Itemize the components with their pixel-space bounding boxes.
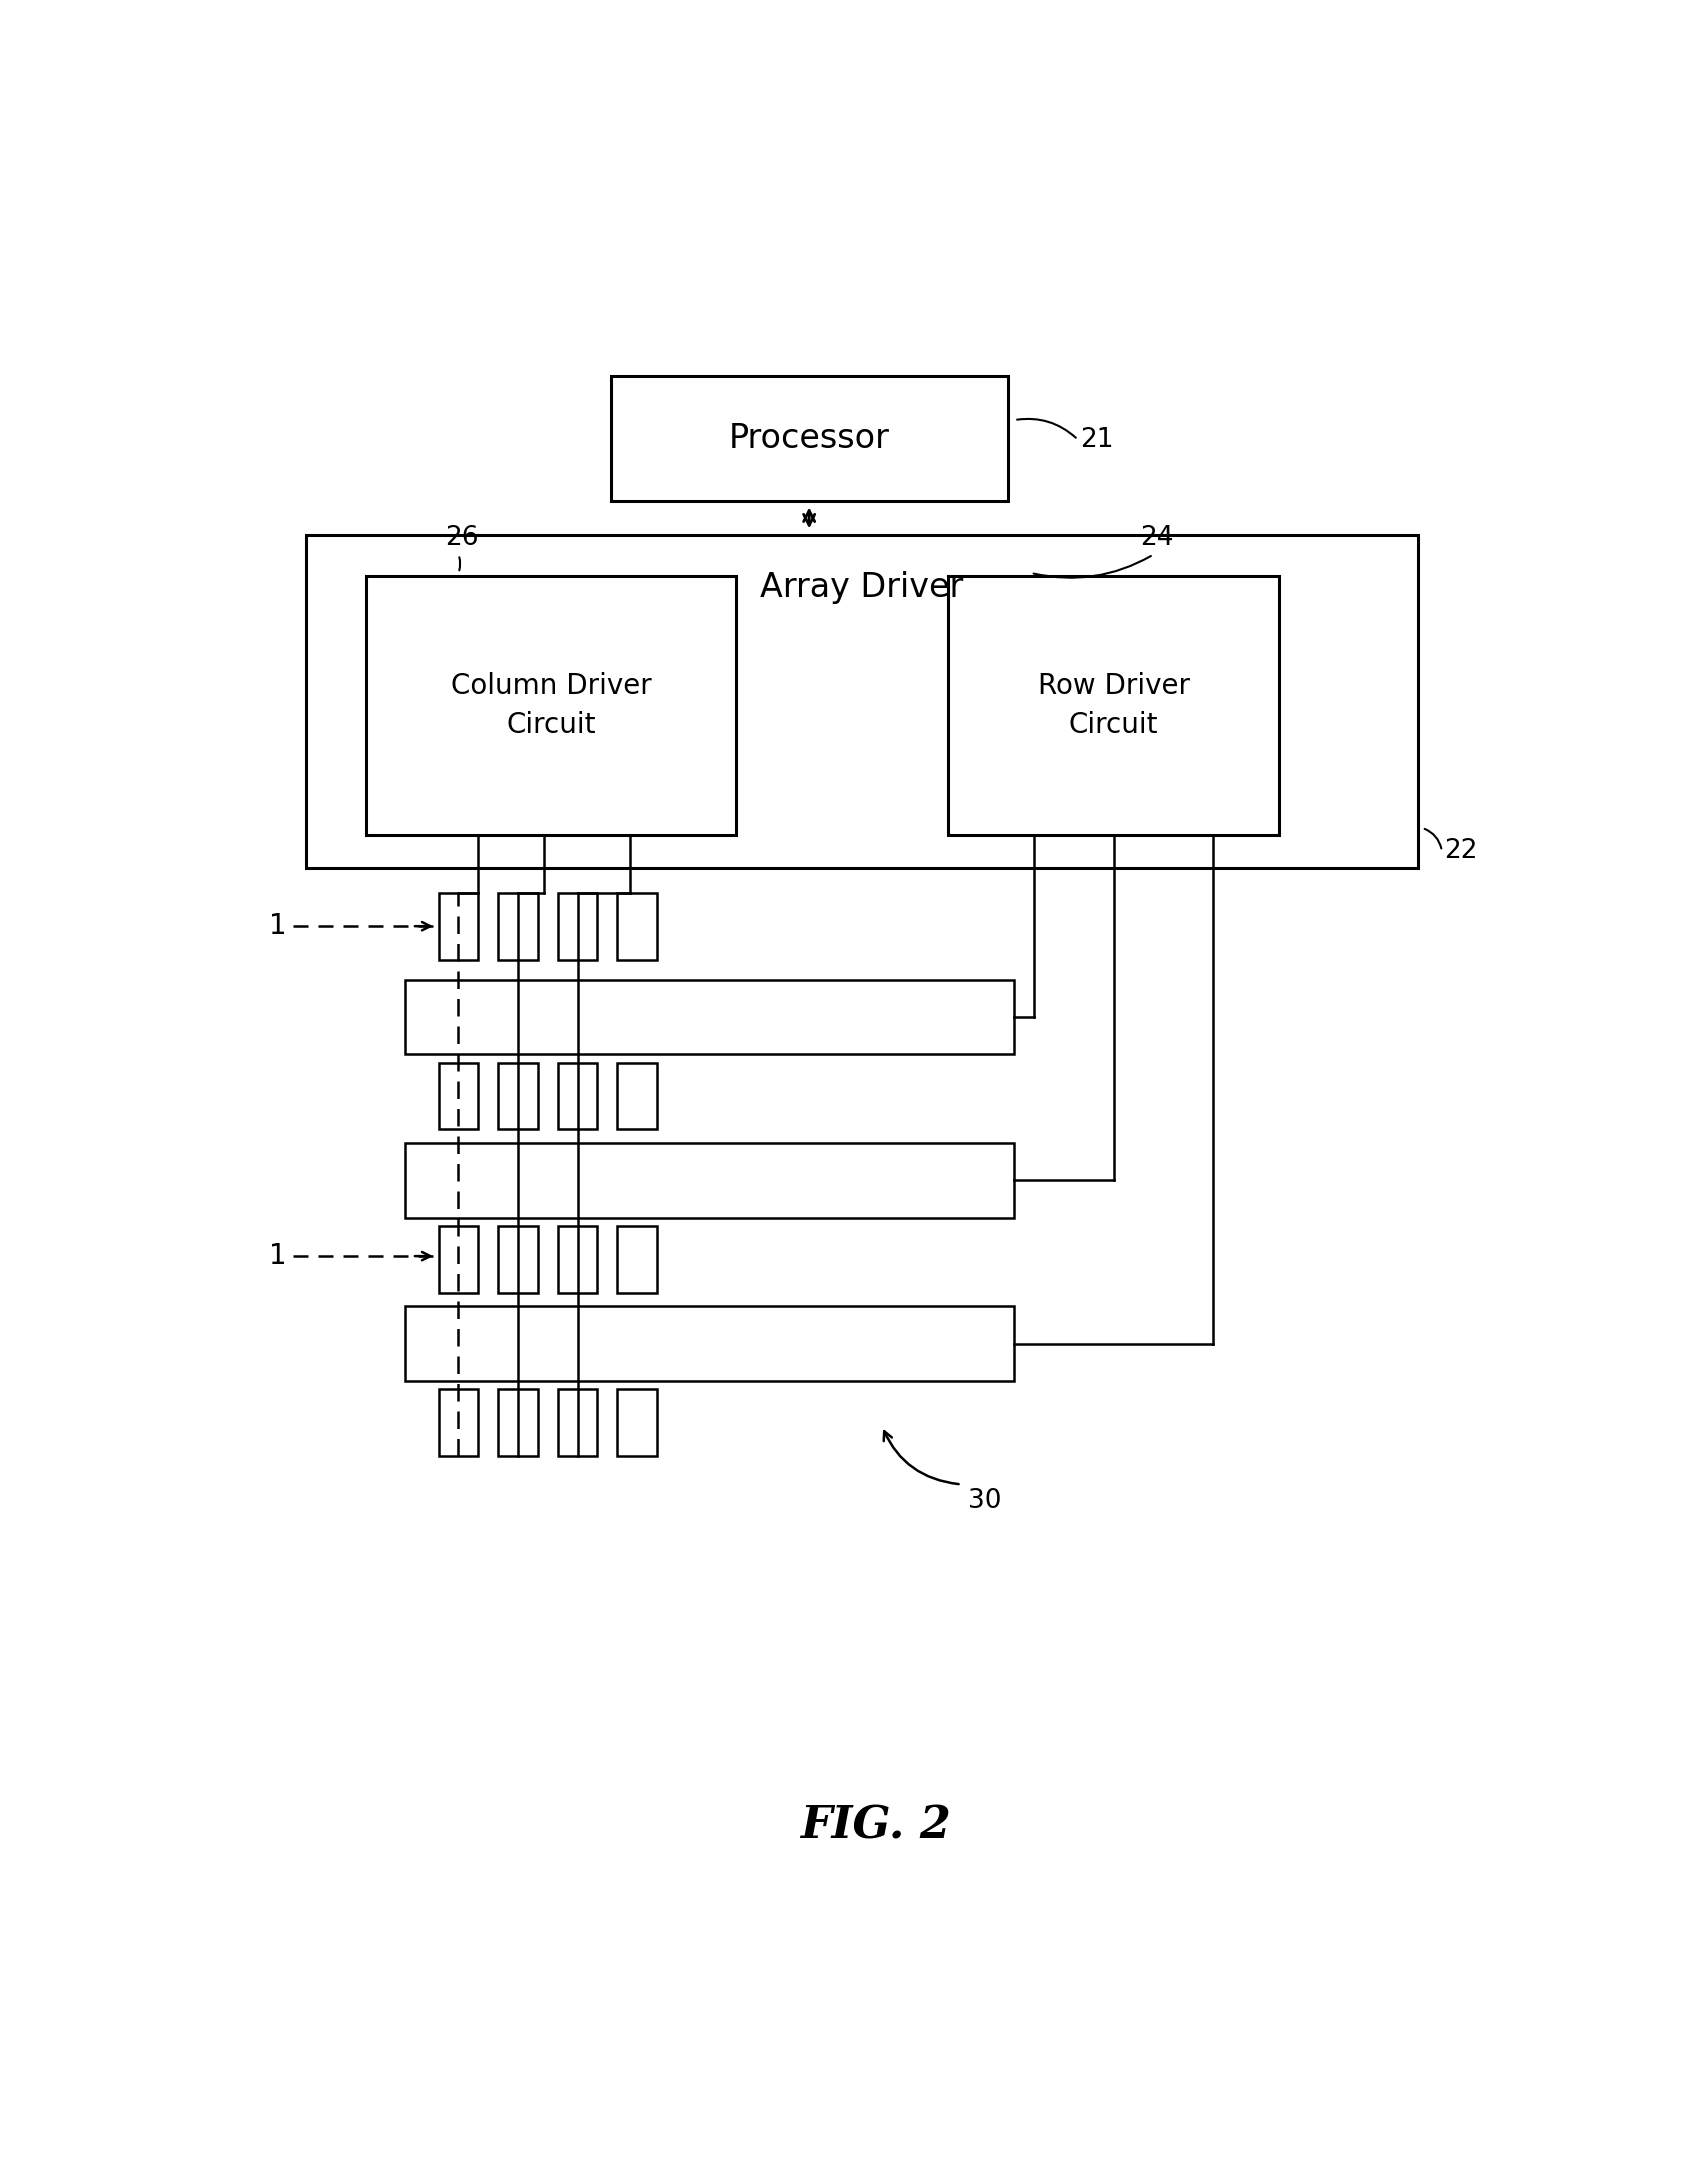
Text: 22: 22 bbox=[1444, 837, 1477, 863]
Bar bbox=[616, 1227, 657, 1292]
Text: 30: 30 bbox=[968, 1489, 1000, 1515]
Bar bbox=[306, 535, 1417, 868]
Bar bbox=[405, 980, 1014, 1054]
Bar bbox=[498, 894, 538, 959]
Bar bbox=[498, 1227, 538, 1292]
Bar bbox=[439, 1063, 478, 1130]
Bar bbox=[439, 1227, 478, 1292]
Text: Processor: Processor bbox=[729, 422, 889, 454]
Bar bbox=[405, 1307, 1014, 1381]
Bar bbox=[611, 377, 1007, 502]
Bar bbox=[498, 1389, 538, 1456]
Bar bbox=[556, 1063, 597, 1130]
Text: FIG. 2: FIG. 2 bbox=[799, 1805, 951, 1848]
Bar bbox=[616, 1389, 657, 1456]
Text: Column Driver
Circuit: Column Driver Circuit bbox=[451, 671, 650, 738]
Bar bbox=[439, 1389, 478, 1456]
Bar bbox=[616, 894, 657, 959]
Text: 26: 26 bbox=[446, 526, 478, 552]
Bar bbox=[556, 1227, 597, 1292]
Bar bbox=[439, 894, 478, 959]
Text: 24: 24 bbox=[1140, 526, 1173, 552]
Bar bbox=[616, 1063, 657, 1130]
Text: Array Driver: Array Driver bbox=[760, 571, 963, 604]
Text: Row Driver
Circuit: Row Driver Circuit bbox=[1038, 671, 1188, 738]
Bar bbox=[498, 1063, 538, 1130]
Bar bbox=[556, 894, 597, 959]
Text: 21: 21 bbox=[1081, 426, 1113, 452]
Bar bbox=[365, 576, 736, 835]
Text: 1: 1 bbox=[268, 1242, 287, 1270]
Bar bbox=[947, 576, 1279, 835]
Bar bbox=[556, 1389, 597, 1456]
Text: 1: 1 bbox=[268, 913, 287, 939]
Bar bbox=[405, 1143, 1014, 1218]
